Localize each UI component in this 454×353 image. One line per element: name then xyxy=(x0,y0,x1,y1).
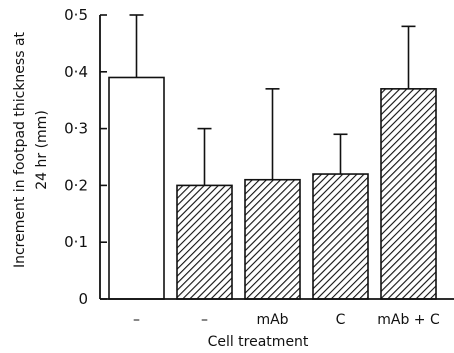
x-tick-label: – xyxy=(201,312,208,328)
y-tick-label: 0·2 xyxy=(64,176,88,194)
y-tick-label: 0·4 xyxy=(64,63,88,81)
y-tick-label: 0·1 xyxy=(64,233,88,251)
x-tick-label: mAb + C xyxy=(377,312,440,328)
bar xyxy=(312,173,369,300)
bar xyxy=(108,76,165,300)
y-tick-label: 0 xyxy=(78,290,88,308)
y-tick-label: 0·5 xyxy=(64,6,88,24)
x-tick-label: C xyxy=(336,312,346,328)
y-axis-title-line-1: Increment in footpad thickness at xyxy=(12,31,28,268)
bar xyxy=(380,88,437,300)
y-tick-label: 0·3 xyxy=(64,120,88,138)
y-axis: 0 0·1 0·2 0·3 0·4 0·5 xyxy=(64,6,107,308)
x-tick-label: – xyxy=(133,312,140,328)
x-axis-title: Cell treatment xyxy=(208,334,309,350)
plot-area xyxy=(108,14,437,300)
bar xyxy=(176,184,233,300)
x-tick-label: mAb xyxy=(256,312,288,328)
bar xyxy=(244,178,301,300)
y-axis-title-line-2: 24 hr (mm) xyxy=(34,110,50,190)
